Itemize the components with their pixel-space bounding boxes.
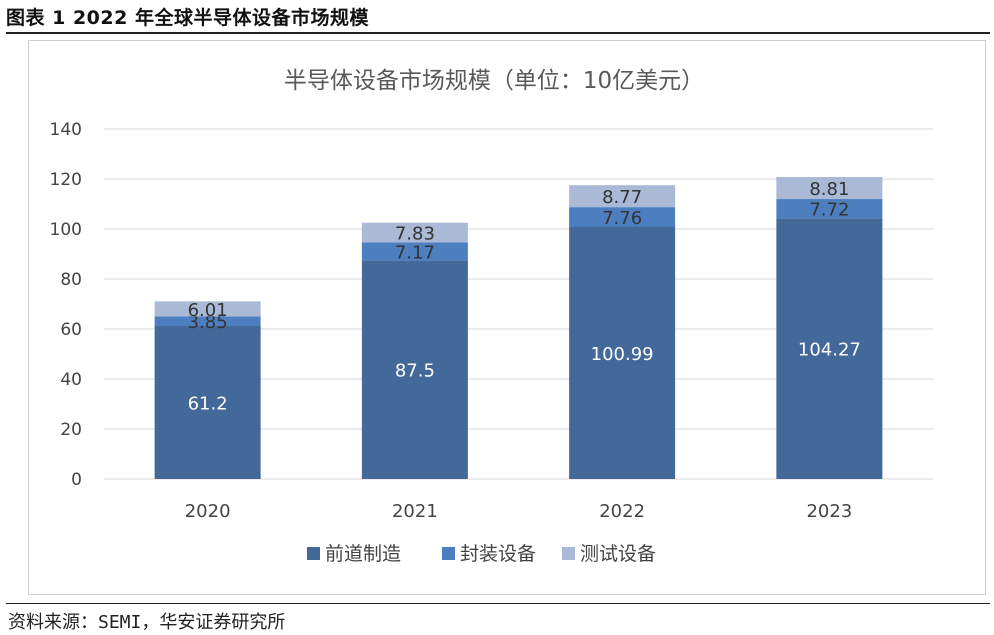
data-label: 104.27 xyxy=(798,340,861,361)
bar-segment xyxy=(569,207,676,227)
x-tick-label: 2023 xyxy=(806,501,852,522)
legend-label: 测试设备 xyxy=(580,543,656,565)
x-tick-label: 2020 xyxy=(185,501,231,522)
y-axis-ticks: 0 20 40 60 80 100 120 140 xyxy=(50,120,82,490)
bar-segment xyxy=(361,260,468,479)
source-text: SEMI，华安证券研究所 xyxy=(98,612,286,633)
legend-swatch xyxy=(562,547,575,560)
y-tick-label: 60 xyxy=(60,320,82,340)
data-label: 7.76 xyxy=(602,208,642,229)
chart-svg: 半导体设备市场规模（单位：10亿美元） 0 20 40 60 80 100 120 140 6… xyxy=(50,68,933,565)
legend-label: 封装设备 xyxy=(460,543,536,565)
x-axis-ticks: 2020 2021 2022 2023 xyxy=(185,501,853,522)
data-label: 6.01 xyxy=(188,300,228,321)
data-label: 8.77 xyxy=(602,187,642,208)
data-label: 7.17 xyxy=(395,242,435,263)
legend-swatch xyxy=(442,547,455,560)
y-tick-label: 40 xyxy=(60,370,82,390)
data-label: 87.5 xyxy=(395,361,435,382)
x-tick-label: 2021 xyxy=(392,501,438,522)
bar-segment xyxy=(361,222,468,243)
bars: 61.2 3.856.01 87.5 7.177.83 100.99 7.768.77 10… xyxy=(154,177,883,479)
y-tick-label: 0 xyxy=(71,470,82,490)
bar-segment xyxy=(154,316,261,326)
y-tick-label: 80 xyxy=(60,270,82,290)
y-tick-label: 140 xyxy=(50,120,82,140)
bar-segment xyxy=(776,199,883,219)
data-label: 8.81 xyxy=(809,179,849,200)
x-tick-label: 2022 xyxy=(599,501,645,522)
source-note: 资料来源：SEMI，华安证券研究所 xyxy=(8,608,285,634)
data-label: 7.83 xyxy=(395,224,435,245)
y-tick-label: 100 xyxy=(50,220,82,240)
chart-title: 半导体设备市场规模（单位：10亿美元） xyxy=(284,68,704,94)
y-tick-label: 120 xyxy=(50,170,82,190)
legend: 前道制造 封装设备 测试设备 xyxy=(307,543,656,565)
data-label: 3.85 xyxy=(188,312,228,333)
data-label: 100.99 xyxy=(591,344,654,365)
y-tick-label: 20 xyxy=(60,420,82,440)
bottom-rule xyxy=(6,603,990,604)
top-rule xyxy=(6,32,990,34)
chart-frame: 半导体设备市场规模（单位：10亿美元） 0 20 40 60 80 100 120 140 6… xyxy=(28,40,986,595)
bar-segment xyxy=(154,326,261,479)
legend-label: 前道制造 xyxy=(325,543,401,565)
bar-segment xyxy=(569,185,676,208)
data-label: 7.72 xyxy=(809,200,849,221)
source-label: 资料来源： xyxy=(8,612,98,633)
legend-swatch xyxy=(307,547,320,560)
bar-segment xyxy=(569,226,676,479)
bar-segment xyxy=(154,301,261,317)
bar-segment xyxy=(361,242,468,261)
figure-title: 图表 1 2022 年全球半导体设备市场规模 xyxy=(6,7,369,29)
bar-segment xyxy=(776,218,883,479)
data-label: 61.2 xyxy=(188,394,228,415)
bar-segment xyxy=(776,177,883,200)
